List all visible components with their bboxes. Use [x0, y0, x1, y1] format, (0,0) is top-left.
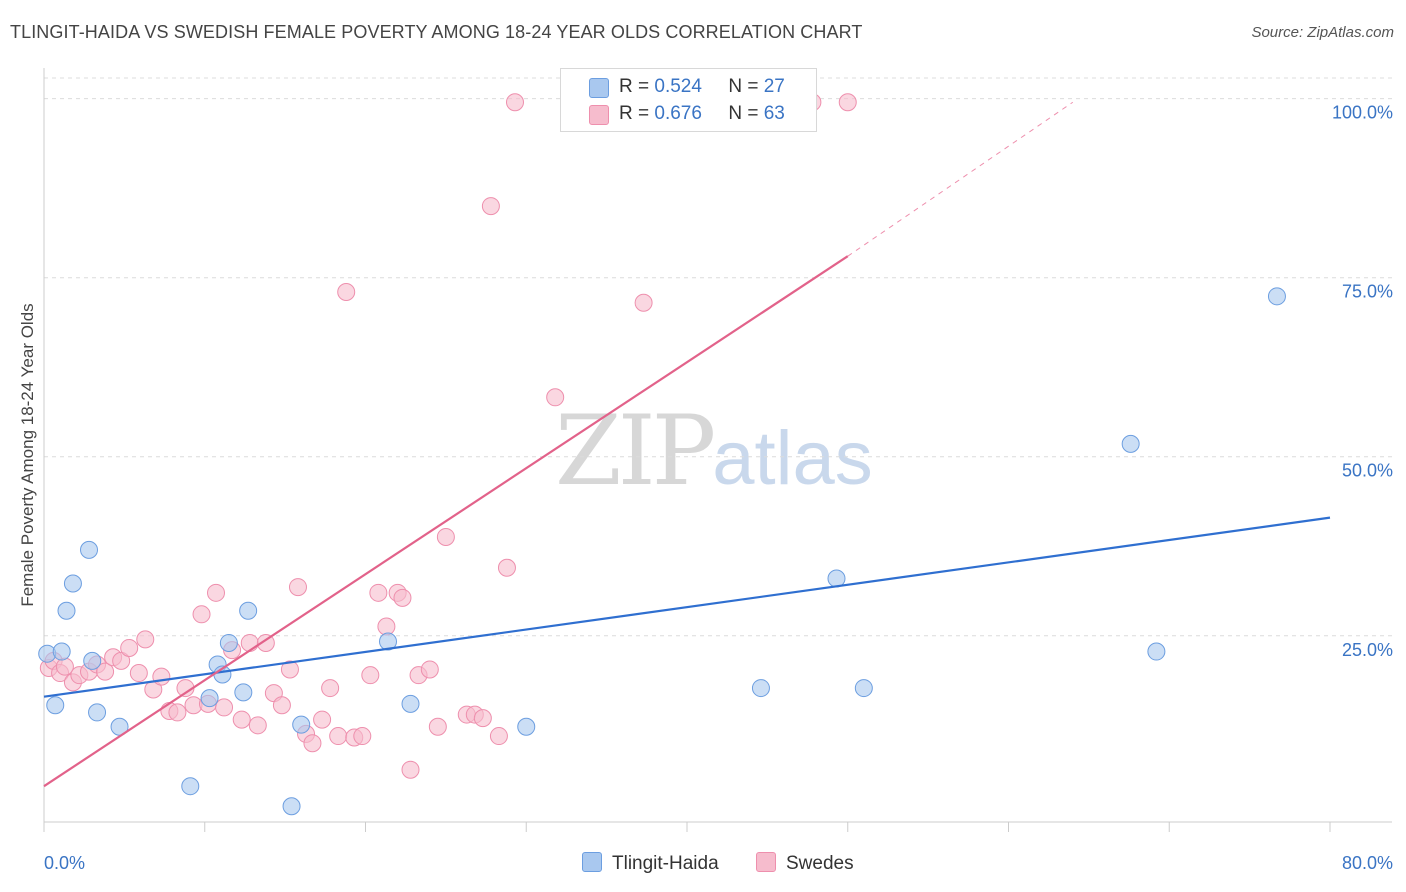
series-legend-swedes: Swedes [756, 852, 854, 875]
tlingit-haida-point [751, 679, 770, 698]
swedes-point [280, 660, 299, 679]
legend-n-label: N = [728, 76, 759, 97]
tlingit-haida-point [379, 632, 398, 651]
correlation-legend: R = 0.524 N = 27 R = 0.676 N = 63 [560, 68, 817, 132]
swedes-point [489, 727, 508, 746]
legend-n-value: 27 [763, 76, 785, 97]
tlingit-haida-point [88, 703, 107, 722]
tlingit-haida-point [63, 574, 82, 593]
series-name-tlingit-haida: Tlingit-Haida [612, 853, 719, 874]
chart-title: TLINGIT-HAIDA VS SWEDISH FEMALE POVERTY … [10, 22, 863, 42]
swedes-point [240, 633, 259, 652]
watermark: ZIPatlas [555, 395, 873, 507]
swedes-trend-line [43, 255, 849, 788]
swedes-point [321, 679, 340, 698]
tlingit-haida-point [234, 683, 253, 702]
y-tick-label: 25.0% [1342, 640, 1393, 660]
swedes-point [248, 716, 267, 735]
swedes-point [393, 588, 412, 607]
swedes-point [272, 696, 291, 715]
swedes-point [152, 667, 171, 686]
swedes-point [838, 93, 857, 112]
swedes-point [497, 558, 516, 577]
swedes-trend-extension [847, 101, 1074, 257]
tlingit-haida-point [854, 679, 873, 698]
y-tick-label: 75.0% [1342, 282, 1393, 302]
swedes-point [136, 630, 155, 649]
tlingit-haida-point [1267, 287, 1286, 306]
swedes-point [129, 664, 148, 683]
tlingit-haida-point [46, 696, 65, 715]
swedes-point [369, 583, 388, 602]
tlingit-haida-point [83, 651, 102, 670]
tlingit-haida-point [80, 540, 99, 559]
tlingit-haida-point [239, 601, 258, 620]
swedes-point [428, 717, 447, 736]
x-tick-label-min: 0.0% [44, 853, 85, 873]
series-swatch-blue [582, 852, 602, 872]
swedes-point [473, 709, 492, 728]
swedes-point [481, 197, 500, 216]
tlingit-haida-point [200, 689, 219, 708]
watermark-atlas: atlas [712, 416, 873, 501]
swedes-point [420, 660, 439, 679]
tlingit-haida-point [219, 633, 238, 652]
tlingit-haida-point [517, 717, 536, 736]
watermark-zip: ZIP [555, 395, 716, 507]
legend-swatch-pink [589, 105, 609, 125]
tlingit-haida-point [1147, 642, 1166, 661]
swedes-point [303, 734, 322, 753]
legend-r-value: 0.676 [654, 103, 702, 124]
swedes-point [329, 727, 348, 746]
tlingit-haida-point [181, 777, 200, 796]
series-name-swedes: Swedes [786, 853, 854, 874]
swedes-point [112, 651, 131, 670]
tlingit-haida-point [52, 642, 71, 661]
legend-r-value: 0.524 [654, 76, 702, 97]
tlingit-haida-trend-line [43, 516, 1331, 698]
swedes-point [634, 293, 653, 312]
tlingit-haida-point [57, 601, 76, 620]
legend-n-label: N = [728, 103, 759, 124]
source-label: Source: ZipAtlas.com [1251, 24, 1394, 41]
legend-r-label: R = [619, 76, 650, 97]
swedes-point [337, 283, 356, 302]
swedes-point [353, 727, 372, 746]
y-tick-label: 50.0% [1342, 461, 1393, 481]
swedes-point [256, 633, 275, 652]
legend-swatch-blue [589, 78, 609, 98]
tlingit-haida-point [1121, 434, 1140, 453]
swedes-point [505, 93, 524, 112]
swedes-point [377, 617, 396, 636]
swedes-point [232, 710, 251, 729]
legend-r-label: R = [619, 103, 650, 124]
swedes-point [401, 760, 420, 779]
tlingit-haida-point [401, 694, 420, 713]
swedes-point [96, 662, 115, 681]
swedes-point [192, 605, 211, 624]
tlingit-haida-point [282, 797, 301, 816]
swedes-point [120, 638, 139, 657]
swedes-point [313, 710, 332, 729]
swedes-point [288, 578, 307, 597]
swedes-point [436, 527, 455, 546]
tlingit-haida-point [292, 715, 311, 734]
y-tick-label: 100.0% [1332, 103, 1393, 123]
swedes-point [361, 666, 380, 685]
swedes-point [546, 388, 565, 407]
swedes-point [168, 703, 187, 722]
swedes-point [207, 583, 226, 602]
x-tick-label-max: 80.0% [1342, 853, 1393, 873]
series-swatch-pink [756, 852, 776, 872]
swedes-point [215, 698, 234, 717]
legend-n-value: 63 [763, 103, 785, 124]
series-legend-tlingit-haida: Tlingit-Haida [582, 852, 719, 875]
